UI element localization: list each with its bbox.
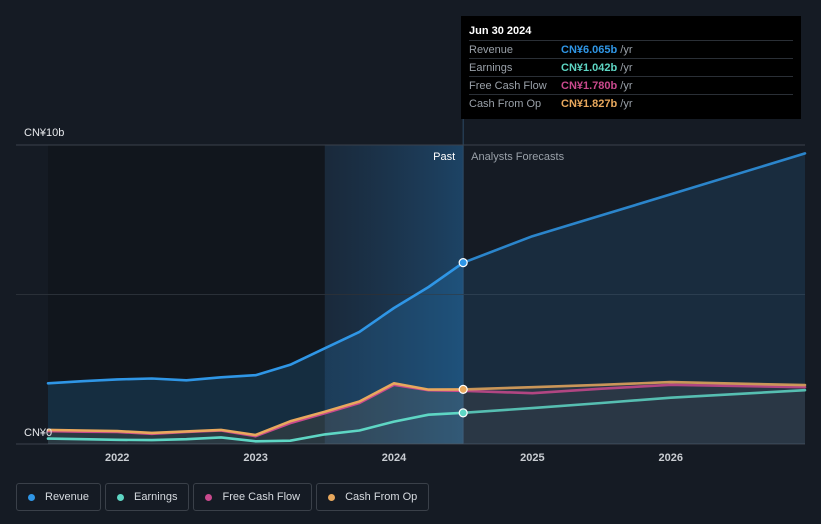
legend: Revenue Earnings Free Cash Flow Cash Fro… (16, 483, 430, 511)
revenue-marker (458, 258, 468, 268)
x-tick-label: 2026 (659, 452, 683, 464)
revenue-past-line (46, 261, 465, 385)
cfo-past-line (46, 382, 465, 437)
x-tick-label: 2025 (520, 452, 544, 464)
tooltip-row-value: CN¥6.065b (561, 43, 618, 56)
x-tick-label: 2023 (243, 452, 267, 464)
cfo-forecast-line (461, 380, 807, 391)
tooltip-row-earnings: Earnings CN¥1.042b /yr (469, 58, 793, 76)
tooltip-row-unit: /yr (620, 79, 633, 92)
tooltip-date: Jun 30 2024 (469, 25, 532, 37)
legend-label: Revenue (45, 491, 90, 503)
tooltip-row-value: CN¥1.042b (561, 61, 618, 74)
x-tick-label: 2022 (105, 452, 129, 464)
revenue-forecast-line (461, 152, 807, 264)
legend-item-cash-from-op[interactable]: Cash From Op (316, 483, 430, 511)
fcf-forecast-line (461, 383, 807, 395)
forecast-region-label: Analysts Forecasts (471, 151, 564, 163)
revenue-forecast-area (463, 153, 805, 444)
cash-from-op-marker (458, 384, 468, 394)
tooltip-row-value: CN¥1.827b (561, 97, 618, 110)
tooltip-row-unit: /yr (620, 97, 633, 110)
tooltip-row-name: Free Cash Flow (469, 79, 547, 92)
legend-label: Cash From Op (345, 491, 418, 503)
earnings-forecast-line (461, 388, 807, 415)
free-cash-flow-dot-icon (205, 493, 213, 501)
cash-from-op-dot-icon (328, 493, 336, 501)
past-region-label: Past (433, 151, 455, 163)
earnings-dot-icon (117, 493, 125, 501)
tooltip-row-unit: /yr (620, 43, 633, 56)
x-tick-label: 2024 (382, 452, 407, 464)
revenue-past-area (48, 262, 464, 444)
tooltip-row-revenue: Revenue CN¥6.065b /yr (469, 40, 793, 58)
tooltip-row-name: Cash From Op (469, 97, 542, 110)
y-axis-bottom-label: CN¥0 (24, 427, 52, 439)
y-axis-top-label: CN¥10b (24, 127, 64, 139)
legend-item-free-cash-flow[interactable]: Free Cash Flow (193, 483, 313, 511)
tooltip-row-value: CN¥1.780b (561, 79, 618, 92)
tooltip-row-fcf: Free Cash Flow CN¥1.780b /yr (469, 76, 793, 94)
tooltip-row-name: Revenue (469, 43, 514, 56)
legend-item-earnings[interactable]: Earnings (105, 483, 190, 511)
cash-from-op-past-area (48, 383, 464, 444)
tooltip-row-name: Earnings (469, 61, 513, 74)
tooltip: Jun 30 2024 Revenue CN¥6.065b /yr Earnin… (461, 16, 801, 119)
revenue-dot-icon (28, 493, 35, 501)
cash-from-op-forecast-area (463, 382, 805, 444)
legend-label: Earnings (134, 491, 178, 503)
legend-item-revenue[interactable]: Revenue (16, 483, 102, 511)
tooltip-row-unit: /yr (620, 61, 633, 74)
tooltip-row-cfo: Cash From Op CN¥1.827b /yr (469, 94, 793, 112)
earnings-past-line (46, 411, 465, 443)
earnings-marker (458, 408, 468, 418)
legend-label: Free Cash Flow (222, 491, 301, 503)
